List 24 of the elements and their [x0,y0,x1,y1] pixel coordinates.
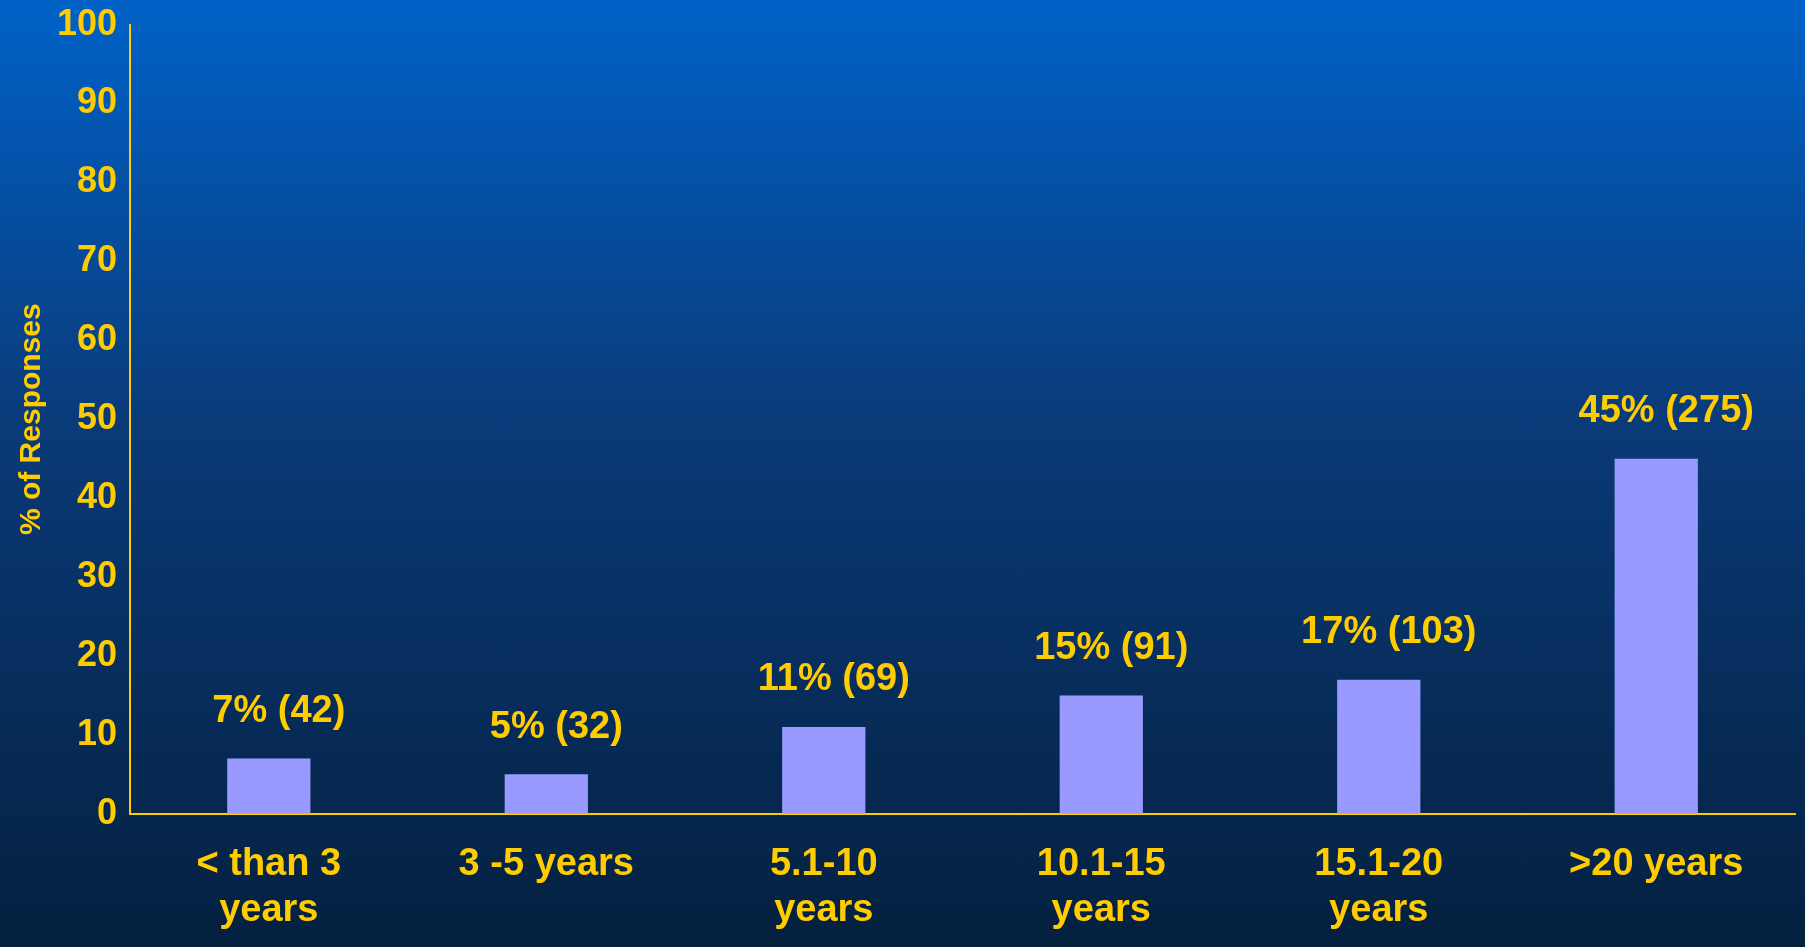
data-label: 7% (42) [212,688,346,731]
x-tick-label: 15.1-20 years [1314,841,1444,929]
y-axis-title: % of Responses [13,303,47,536]
y-tick-label: 70 [77,238,118,280]
y-tick-label: 60 [77,317,118,359]
x-tick-label: 10.1-15 years [1036,841,1166,929]
data-label: 5% (32) [489,703,623,746]
y-tick-label: 30 [77,553,118,595]
y-tick-label: 100 [56,1,118,43]
y-tick-label: 50 [77,396,118,438]
data-label: 45% (275) [1578,388,1754,431]
y-tick-label: 20 [77,632,118,674]
data-label: 11% (69) [757,656,910,699]
x-tick-label: 5.1-10 years [769,841,878,929]
y-tick-label: 80 [77,159,118,201]
y-tick-label: 40 [77,475,118,517]
y-tick-label: 0 [97,790,118,832]
x-tick-label: < than 3 years [196,841,342,929]
x-tick-label: >20 years [1569,841,1744,884]
y-tick-label: 90 [77,80,118,122]
data-label: 15% (91) [1034,624,1189,667]
data-label: 17% (103) [1301,609,1477,652]
x-tick-label: 3 -5 years [458,841,634,884]
y-tick-label: 10 [77,711,118,753]
